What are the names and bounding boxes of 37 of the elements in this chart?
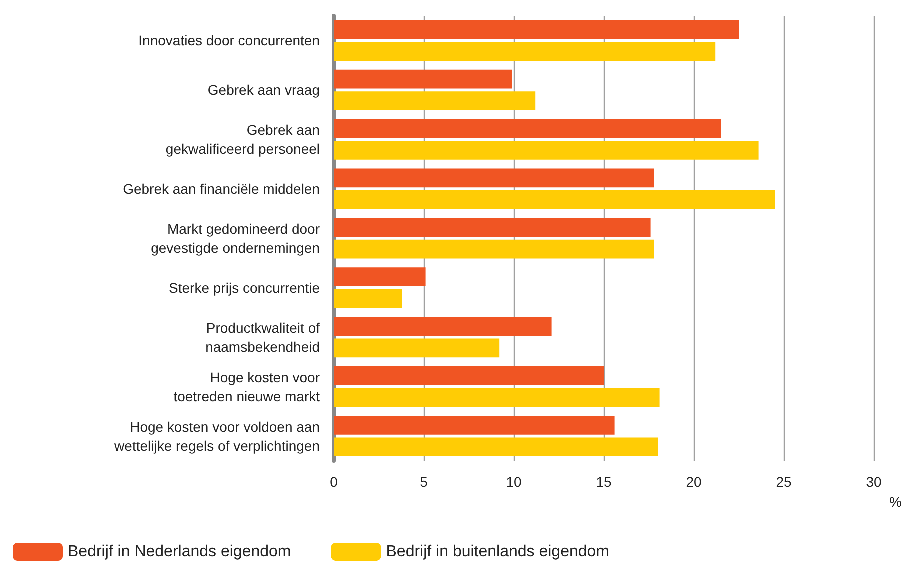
bar [334, 240, 654, 259]
bar [334, 438, 658, 457]
legend-label: Bedrijf in Nederlands eigendom [68, 544, 292, 560]
bar [334, 289, 402, 308]
bar [334, 42, 716, 61]
x-tick-label: 0 [330, 474, 338, 490]
x-axis-title: % [890, 494, 902, 510]
x-tick-label: 15 [596, 474, 612, 490]
y-tick-label: Gebrek aan vraag [208, 82, 320, 98]
y-tick-label: Gebrek aan financiële middelen [123, 181, 320, 198]
bar [334, 190, 775, 210]
y-tick-label: Hoge kosten voor toetreden nieuwe markt [174, 369, 320, 404]
x-tick-label: 30 [866, 474, 882, 490]
y-tick-label: Markt gedomineerd door gevestigde ondernemingen [151, 221, 320, 256]
bar [334, 317, 552, 336]
bar [334, 268, 426, 287]
bar [334, 366, 604, 386]
bar [334, 168, 654, 188]
y-tick-label: Hoge kosten voor voldoen aan wettelijke regels of verplichtingen [114, 418, 320, 454]
bar [334, 388, 660, 408]
x-tick-label: 5 [420, 474, 428, 490]
bar [334, 141, 759, 160]
y-tick-label: Sterke prijs concurrentie [169, 280, 320, 296]
legend-label: Bedrijf in buitenlands eigendom [386, 544, 610, 560]
x-tick-label: 10 [506, 474, 522, 490]
y-tick-label: Gebrek aan gekwalificeerd personeel [166, 122, 320, 158]
bar [334, 338, 500, 358]
x-tick-label: 20 [686, 474, 702, 490]
y-tick-label: Productkwaliteit of naamsbekendheid [206, 320, 320, 355]
y-tick-label: Innovaties door concurrenten [138, 32, 320, 49]
bar [334, 20, 739, 40]
bar [334, 70, 512, 89]
bar [334, 416, 615, 435]
bar [334, 119, 721, 138]
bar [334, 92, 536, 110]
bar [334, 218, 651, 238]
x-tick-label: 25 [776, 474, 792, 490]
